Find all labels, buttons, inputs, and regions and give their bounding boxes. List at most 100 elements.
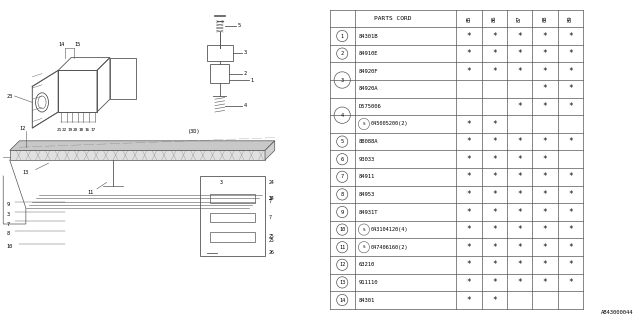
Text: *: * (543, 137, 547, 146)
Text: *: * (492, 31, 497, 41)
Text: *: * (543, 243, 547, 252)
Text: 4: 4 (340, 113, 344, 118)
Bar (210, 213, 255, 222)
Text: 7: 7 (268, 199, 271, 204)
Text: 7: 7 (340, 174, 344, 179)
Text: 84920A: 84920A (359, 86, 378, 91)
Text: 7: 7 (268, 215, 271, 220)
Text: (3D): (3D) (188, 129, 200, 134)
Text: 8: 8 (340, 192, 344, 197)
Text: 87: 87 (517, 15, 522, 22)
Text: *: * (492, 119, 497, 129)
Text: 1: 1 (250, 77, 253, 83)
Text: 24: 24 (268, 196, 274, 201)
Text: 14: 14 (339, 298, 346, 302)
Text: *: * (492, 225, 497, 234)
Text: *: * (543, 155, 547, 164)
Text: 93033: 93033 (359, 157, 375, 162)
Text: *: * (467, 31, 471, 41)
Text: *: * (543, 207, 547, 217)
Text: 043104120(4): 043104120(4) (371, 227, 408, 232)
Text: AB43000044: AB43000044 (601, 310, 634, 315)
Text: *: * (467, 295, 471, 305)
Text: *: * (467, 119, 471, 129)
Text: 10: 10 (339, 227, 346, 232)
Polygon shape (10, 150, 265, 160)
Text: 12: 12 (19, 125, 26, 131)
Text: 84931T: 84931T (359, 210, 378, 214)
Text: *: * (467, 49, 471, 58)
Text: 4: 4 (244, 103, 247, 108)
Text: *: * (568, 243, 573, 252)
Text: 84910E: 84910E (359, 51, 378, 56)
Text: 17: 17 (90, 128, 96, 132)
Text: *: * (492, 190, 497, 199)
Text: 2: 2 (244, 71, 247, 76)
Text: 3: 3 (220, 180, 223, 185)
Text: 11: 11 (339, 245, 346, 250)
Text: *: * (543, 172, 547, 181)
Polygon shape (265, 141, 275, 160)
Text: 3: 3 (6, 212, 10, 217)
Text: 84301: 84301 (359, 298, 375, 302)
Text: 7: 7 (6, 221, 10, 227)
Text: *: * (492, 207, 497, 217)
Text: *: * (517, 225, 522, 234)
Text: 13: 13 (22, 170, 29, 175)
Text: 16: 16 (84, 128, 90, 132)
Bar (207, 45, 233, 61)
Text: 15: 15 (74, 42, 81, 47)
Text: *: * (517, 278, 522, 287)
Text: *: * (543, 278, 547, 287)
Text: 11: 11 (87, 189, 93, 195)
Text: 12: 12 (339, 262, 346, 267)
Text: *: * (568, 84, 573, 93)
Text: *: * (543, 67, 547, 76)
Text: 84920F: 84920F (359, 69, 378, 74)
Text: *: * (568, 260, 573, 269)
Text: *: * (467, 207, 471, 217)
Text: *: * (568, 67, 573, 76)
Text: 3: 3 (268, 196, 271, 201)
Text: *: * (517, 243, 522, 252)
Text: *: * (492, 137, 497, 146)
Text: 8: 8 (6, 231, 10, 236)
Text: 911110: 911110 (359, 280, 378, 285)
Bar (210, 194, 255, 203)
Text: *: * (568, 172, 573, 181)
Text: *: * (517, 190, 522, 199)
Bar (210, 232, 255, 242)
Text: *: * (467, 172, 471, 181)
Text: 9: 9 (340, 210, 344, 214)
Text: *: * (543, 49, 547, 58)
Text: *: * (492, 172, 497, 181)
Text: *: * (517, 102, 522, 111)
Text: *: * (517, 172, 522, 181)
Text: 85: 85 (467, 15, 472, 22)
Text: S: S (363, 228, 365, 232)
Text: *: * (517, 207, 522, 217)
Text: *: * (467, 243, 471, 252)
Text: *: * (492, 295, 497, 305)
Bar (210, 64, 230, 83)
Text: 86: 86 (492, 15, 497, 22)
Text: S: S (363, 245, 365, 249)
Text: *: * (492, 155, 497, 164)
Text: *: * (517, 260, 522, 269)
Bar (58, 70, 97, 112)
Text: *: * (543, 84, 547, 93)
Text: 21: 21 (56, 128, 62, 132)
Text: PARTS CORD: PARTS CORD (374, 16, 412, 21)
Text: 3: 3 (340, 77, 344, 83)
Text: *: * (467, 278, 471, 287)
Text: *: * (467, 190, 471, 199)
Text: 88: 88 (543, 15, 547, 22)
Text: D575006: D575006 (359, 104, 381, 109)
Text: S: S (363, 122, 365, 126)
Text: *: * (568, 190, 573, 199)
Text: 25: 25 (268, 234, 274, 239)
Text: *: * (492, 260, 497, 269)
Text: *: * (543, 190, 547, 199)
Text: *: * (543, 225, 547, 234)
Text: *: * (543, 260, 547, 269)
